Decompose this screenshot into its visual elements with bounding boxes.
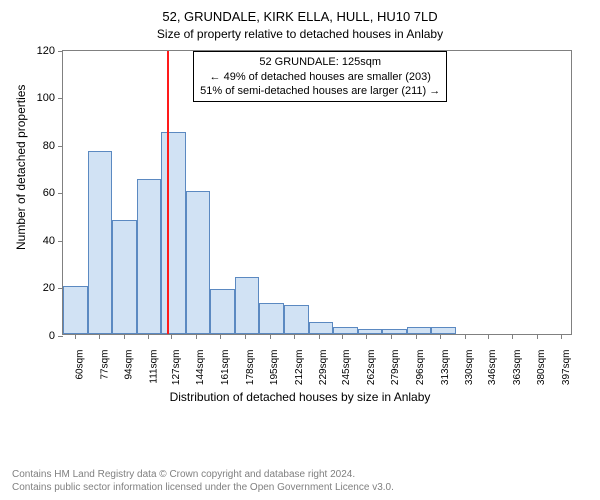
y-tick-mark [58,193,63,194]
x-tick-mark [465,334,466,339]
x-tick-label: 380sqm [536,349,547,385]
x-tick-label: 212sqm [294,349,305,385]
histogram-bar [382,329,407,334]
x-tick-label: 245sqm [341,349,352,385]
y-axis-label: Number of detached properties [14,84,28,249]
x-tick-mark [537,334,538,339]
histogram-bar [333,327,358,334]
histogram-bar [210,289,235,334]
y-tick-mark [58,98,63,99]
annotation-line: 51% of semi-detached houses are larger (… [200,84,440,98]
x-tick-mark [148,334,149,339]
x-tick-mark [440,334,441,339]
footer-line1: Contains HM Land Registry data © Crown c… [12,468,394,481]
footer-line2: Contains public sector information licen… [12,481,394,494]
x-tick-mark [294,334,295,339]
x-axis-label: Distribution of detached houses by size … [0,390,600,404]
histogram-bar [407,327,432,334]
histogram-bar [284,305,309,334]
x-tick-label: 279sqm [391,349,402,385]
y-tick-mark [58,336,63,337]
x-tick-label: 195sqm [269,349,280,385]
x-tick-label: 144sqm [195,349,206,385]
x-tick-label: 330sqm [464,349,475,385]
histogram-bar [137,179,162,333]
x-tick-label: 262sqm [366,349,377,385]
x-tick-label: 229sqm [318,349,329,385]
x-tick-label: 127sqm [171,349,182,385]
x-tick-label: 60sqm [75,349,86,379]
annotation-line: 52 GRUNDALE: 125sqm [200,55,440,69]
reference-line [167,51,169,334]
x-tick-label: 346sqm [487,349,498,385]
title-block: 52, GRUNDALE, KIRK ELLA, HULL, HU10 7LD … [0,0,600,42]
x-tick-mark [319,334,320,339]
histogram-bar [259,303,284,334]
x-tick-mark [342,334,343,339]
x-tick-label: 77sqm [99,349,110,379]
y-tick-mark [58,51,63,52]
x-tick-mark [366,334,367,339]
x-tick-mark [99,334,100,339]
histogram-bar [309,322,334,334]
x-tick-label: 296sqm [415,349,426,385]
chart-area: Number of detached properties 0204060801… [0,42,600,412]
annotation-box: 52 GRUNDALE: 125sqm← 49% of detached hou… [193,51,447,102]
x-tick-mark [124,334,125,339]
plot-area: 02040608010012052 GRUNDALE: 125sqm← 49% … [62,50,572,335]
x-tick-mark [416,334,417,339]
histogram-bar [235,277,260,334]
x-tick-label: 161sqm [220,349,231,385]
title-main: 52, GRUNDALE, KIRK ELLA, HULL, HU10 7LD [0,8,600,26]
y-tick-mark [58,241,63,242]
x-tick-label: 111sqm [148,349,159,383]
footer-attribution: Contains HM Land Registry data © Crown c… [12,468,394,494]
x-tick-mark [245,334,246,339]
x-tick-mark [270,334,271,339]
x-tick-mark [75,334,76,339]
x-tick-mark [196,334,197,339]
histogram-bar [63,286,88,334]
histogram-bar [112,220,137,334]
histogram-bar [88,151,113,334]
x-tick-mark [391,334,392,339]
x-tick-label: 397sqm [561,349,572,385]
x-tick-label: 94sqm [124,349,135,379]
histogram-bar [186,191,211,334]
annotation-line: ← 49% of detached houses are smaller (20… [200,70,440,84]
x-tick-mark [561,334,562,339]
x-tick-mark [220,334,221,339]
title-sub: Size of property relative to detached ho… [0,26,600,42]
x-tick-mark [488,334,489,339]
x-tick-mark [512,334,513,339]
x-tick-label: 363sqm [512,349,523,385]
y-tick-mark [58,146,63,147]
histogram-bar [431,327,456,334]
x-tick-label: 313sqm [440,349,451,385]
x-tick-mark [171,334,172,339]
histogram-bar [161,132,186,334]
histogram-bar [358,329,383,334]
x-tick-label: 178sqm [245,349,256,385]
